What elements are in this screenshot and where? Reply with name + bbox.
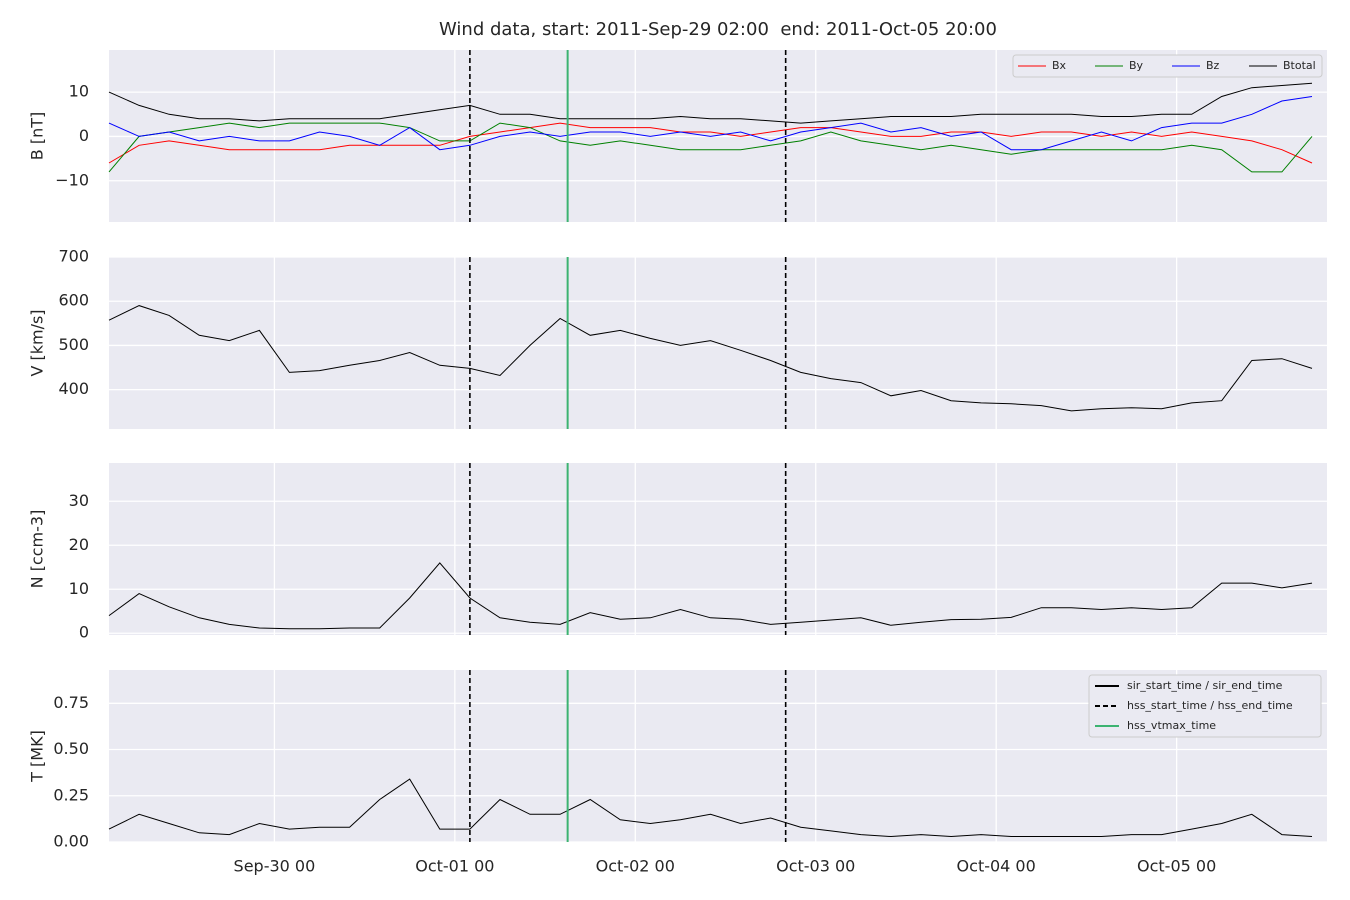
legend-label: hss_vtmax_time xyxy=(1127,719,1216,732)
data-line xyxy=(108,122,1313,173)
y-tick-label: 500 xyxy=(58,335,89,354)
y-tick-label: 10 xyxy=(69,82,89,101)
chart-title: Wind data, start: 2011-Sep-29 02:00 end:… xyxy=(439,19,997,40)
legend xyxy=(1012,54,1323,78)
y-tick-label: 0.75 xyxy=(53,693,89,712)
data-line xyxy=(108,562,1313,630)
y-axis-label: T [MK] xyxy=(28,730,47,783)
x-tick-label: Sep-30 00 xyxy=(234,857,316,876)
y-axis-label: V [km/s] xyxy=(28,309,47,376)
y-axis-label: B [nT] xyxy=(28,112,47,160)
y-tick-label: 0 xyxy=(79,623,89,642)
y-tick-label: 400 xyxy=(58,379,89,398)
data-line xyxy=(108,778,1313,838)
legend xyxy=(1088,674,1322,738)
data-line xyxy=(108,305,1313,412)
x-tick-label: Oct-05 00 xyxy=(1137,857,1216,876)
y-tick-label: 600 xyxy=(58,291,89,310)
legend-label: By xyxy=(1129,59,1144,72)
data-line xyxy=(108,96,1313,151)
x-tick-label: Oct-03 00 xyxy=(776,857,855,876)
x-tick-label: Oct-04 00 xyxy=(957,857,1036,876)
legend-label: sir_start_time / sir_end_time xyxy=(1127,679,1283,692)
legend-label: Btotal xyxy=(1283,59,1316,72)
x-tick-label: Oct-01 00 xyxy=(415,857,494,876)
y-tick-label: 20 xyxy=(69,535,89,554)
plot-area xyxy=(109,463,1327,635)
y-tick-label: −10 xyxy=(55,170,89,189)
x-tick-label: Oct-02 00 xyxy=(596,857,675,876)
y-tick-label: 0.00 xyxy=(53,832,89,851)
y-tick-label: 700 xyxy=(58,247,89,266)
legend-label: Bx xyxy=(1052,59,1067,72)
y-tick-label: 10 xyxy=(69,579,89,598)
data-line xyxy=(108,82,1313,124)
y-tick-label: 30 xyxy=(69,491,89,510)
y-axis-label: N [ccm-3] xyxy=(28,510,47,589)
legend-label: Bz xyxy=(1206,59,1220,72)
legend-label: hss_start_time / hss_end_time xyxy=(1127,699,1293,712)
y-tick-label: 0.25 xyxy=(53,785,89,804)
y-tick-label: 0.50 xyxy=(53,739,89,758)
y-tick-label: 0 xyxy=(79,126,89,145)
